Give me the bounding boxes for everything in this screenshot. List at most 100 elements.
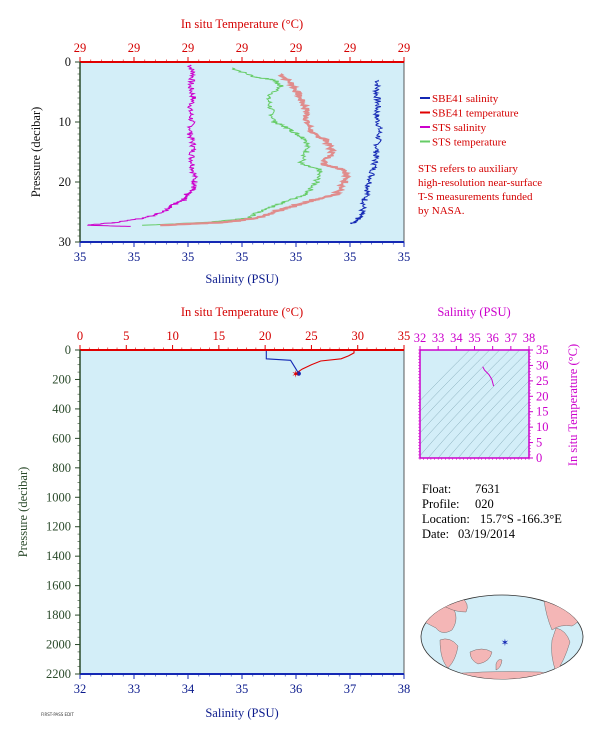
ts-temp-tick-label: 10	[536, 420, 549, 434]
bottom-last-salinity-point	[296, 371, 301, 376]
bottom-pressure-tick-label: 1200	[46, 520, 71, 534]
top-series-sts-salinity	[87, 64, 199, 227]
bottom-temp-tick-label: 10	[166, 329, 179, 343]
ts-temp-tick-label: 5	[536, 436, 542, 450]
note-line: STS refers to auxiliary	[418, 163, 518, 175]
bottom-pressure-tick-label: 2000	[46, 638, 71, 652]
top-temp-tick-label: 29	[182, 41, 195, 55]
note-line: T-S measurements funded	[418, 191, 533, 203]
top-sal-tick-label: 35	[182, 250, 195, 264]
bottom-panel-ticks: 0 5 10 15 20 25 30 35 32 33 34 35 36 37 38 0 200 400 600 80…	[46, 329, 410, 696]
top-temp-tick-label: 29	[74, 41, 87, 55]
note-line: by NASA.	[418, 205, 465, 217]
ts-sal-tick-label: 37	[505, 331, 518, 345]
top-pressure-tick-label: 10	[59, 115, 72, 129]
legend-label: SBE41 temperature	[432, 108, 519, 120]
top-plot-area	[79, 61, 405, 243]
float-value: 7631	[475, 482, 500, 496]
top-sal-tick-label: 35	[344, 250, 357, 264]
bottom-sal-tick-label: 34	[182, 682, 195, 696]
bottom-sal-tick-label: 37	[344, 682, 357, 696]
bottom-pressure-tick-label: 1600	[46, 579, 71, 593]
ts-temp-tick-label: 35	[536, 343, 549, 357]
ts-temperature-axis-title: In situ Temperature (°C)	[566, 344, 580, 466]
location-value: 15.7°S -166.3°E	[480, 512, 562, 526]
ts-temp-tick-label: 20	[536, 389, 549, 403]
top-temp-tick-label: 29	[128, 41, 141, 55]
location-map: ✶	[420, 594, 584, 680]
bottom-plot-area	[79, 349, 405, 675]
bottom-sal-tick-label: 38	[398, 682, 411, 696]
bottom-temp-tick-label: 5	[123, 329, 129, 343]
ts-series-group	[482, 366, 495, 387]
date-value: 03/19/2014	[458, 527, 516, 541]
top-series-sts-temperature	[142, 67, 323, 226]
profile-label: Profile:	[422, 497, 460, 511]
bottom-temp-tick-label: 0	[77, 329, 83, 343]
ts-sal-tick-label: 34	[450, 331, 463, 345]
bottom-temp-tick-label: 15	[213, 329, 226, 343]
bottom-pressure-tick-label: 1000	[46, 490, 71, 504]
ts-salinity-axis-title: Salinity (PSU)	[437, 305, 510, 319]
bottom-pressure-tick-label: 400	[52, 402, 71, 416]
ts-sal-tick-label: 35	[468, 331, 481, 345]
ts-plot-area	[420, 350, 529, 458]
top-temp-tick-label: 29	[398, 41, 411, 55]
ts-sal-tick-label: 38	[523, 331, 536, 345]
top-legend: SBE41 salinity SBE41 temperature STS salin…	[420, 93, 519, 149]
top-pressure-tick-label: 20	[59, 175, 72, 189]
top-panel: In situ Temperature (°C) 29 29 29 29 29 29 29 3…	[29, 17, 542, 286]
top-sal-tick-label: 35	[290, 250, 303, 264]
top-pressure-tick-label: 0	[65, 55, 71, 69]
bottom-panel-salinity-axis-title: Salinity (PSU)	[205, 706, 278, 720]
bottom-panel-temp-axis-title: In situ Temperature (°C)	[181, 305, 303, 319]
bottom-pressure-tick-label: 800	[52, 461, 71, 475]
legend-label: STS temperature	[432, 137, 506, 149]
top-pressure-tick-label: 30	[59, 235, 72, 249]
note-line: high-resolution near-surface	[418, 177, 542, 189]
top-sal-tick-label: 35	[398, 250, 411, 264]
ts-temp-tick-label: 30	[536, 358, 549, 372]
bottom-last-temperature-point: ✶	[291, 370, 299, 381]
top-series-sbe41-temperature	[160, 73, 352, 227]
top-sal-tick-label: 35	[128, 250, 141, 264]
bottom-temp-tick-label: 30	[351, 329, 364, 343]
float-label: Float:	[422, 482, 451, 496]
float-location-marker: ✶	[501, 638, 509, 649]
top-panel-salinity-axis-title: Salinity (PSU)	[205, 272, 278, 286]
bottom-temp-tick-label: 25	[305, 329, 318, 343]
top-temp-tick-label: 29	[290, 41, 303, 55]
bottom-sal-tick-label: 35	[236, 682, 249, 696]
bottom-temp-tick-label: 35	[398, 329, 411, 343]
bottom-pressure-tick-label: 0	[65, 343, 71, 357]
top-series-group	[87, 64, 383, 227]
bottom-pressure-tick-label: 2200	[46, 667, 71, 681]
bottom-series-group: ✶	[265, 350, 355, 381]
ts-temp-tick-label: 25	[536, 374, 549, 388]
bottom-sal-tick-label: 36	[290, 682, 303, 696]
footer-text: FIRST-PASS EDIT	[41, 712, 74, 717]
bottom-sal-tick-label: 32	[74, 682, 87, 696]
top-sal-tick-label: 35	[74, 250, 87, 264]
sts-note: STS refers to auxiliary high-resolution n…	[418, 163, 542, 217]
ts-temp-tick-label: 0	[536, 451, 542, 465]
top-sal-tick-label: 35	[236, 250, 249, 264]
bottom-pressure-tick-label: 600	[52, 431, 71, 445]
bottom-pressure-tick-label: 1800	[46, 608, 71, 622]
ts-sal-tick-label: 36	[486, 331, 499, 345]
bottom-panel-pressure-axis-title: Pressure (decibar)	[16, 467, 30, 558]
ts-series-line	[482, 366, 495, 387]
float-info: Float: 7631 Profile: 020 Location: 15.7°…	[422, 482, 562, 541]
top-panel-pressure-axis-title: Pressure (decibar)	[29, 107, 43, 198]
legend-label: STS salinity	[432, 122, 487, 134]
bottom-sal-tick-label: 33	[128, 682, 141, 696]
bottom-temp-tick-label: 20	[259, 329, 272, 343]
ts-sal-tick-label: 33	[432, 331, 445, 345]
ts-temp-tick-label: 15	[536, 405, 549, 419]
legend-label: SBE41 salinity	[432, 93, 499, 105]
top-temp-tick-label: 29	[344, 41, 357, 55]
location-label: Location:	[422, 512, 470, 526]
